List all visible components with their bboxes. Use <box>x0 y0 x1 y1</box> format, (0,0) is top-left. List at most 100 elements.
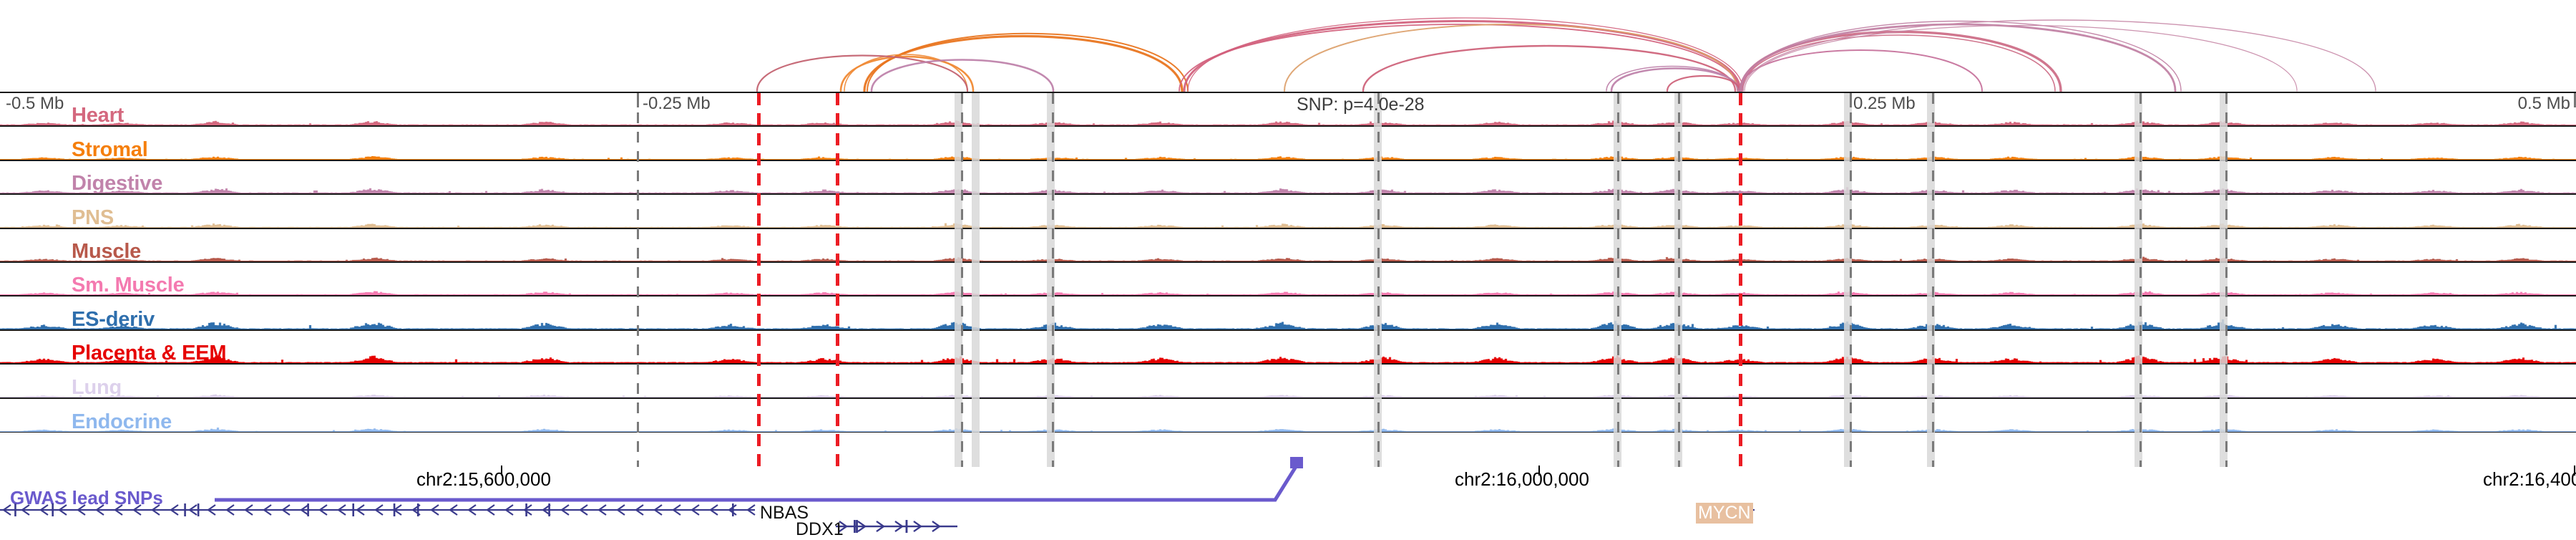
strand-arrow <box>374 504 384 516</box>
chromatin-loop-arc <box>839 55 975 92</box>
coordinate-axis: chr2:15,600,000 chr2:16,000,000 chr2:16,40… <box>0 466 2576 500</box>
track-label: Endocrine <box>72 410 172 433</box>
strand-arrow <box>95 504 104 516</box>
signal-track-stromal[interactable]: Stromal <box>0 127 2576 161</box>
track-label: Stromal <box>72 138 148 161</box>
strand-arrow <box>597 504 607 516</box>
axis-tick-mark <box>637 93 639 107</box>
signal-track-digestive[interactable]: Digestive <box>0 160 2576 196</box>
axis-tick-mark <box>2574 93 2576 107</box>
chromatin-loop-arc <box>1740 30 2062 92</box>
track-label: Heart <box>72 104 125 127</box>
chromatin-loop-arc <box>1739 23 2177 92</box>
signal-histogram <box>0 296 2576 329</box>
chromatin-loop-arc <box>1179 24 1740 92</box>
chromatin-loop-arc <box>1183 20 1742 92</box>
chromatin-loop-arc <box>844 54 968 92</box>
gene-label-nbas[interactable]: NBAS <box>760 503 809 523</box>
track-label: Digestive <box>72 172 163 196</box>
track-label: Lung <box>72 375 122 399</box>
signal-track-heart[interactable]: Heart -0.5 Mb -0.25 Mb 0.25 Mb 0.5 Mb SNP: p=… <box>0 93 2576 127</box>
strand-arrow <box>2 504 11 516</box>
exon-marker <box>416 503 419 516</box>
strand-arrow <box>857 521 867 532</box>
strand-arrow <box>672 504 681 516</box>
exon-marker <box>184 503 186 516</box>
snp-pvalue-annotation: SNP: p=4.0e-28 <box>1297 95 1425 115</box>
chromatin-loop-arc <box>1606 65 1738 92</box>
strand-arrow <box>170 504 179 516</box>
signal-tracks-panel: Heart -0.5 Mb -0.25 Mb 0.25 Mb 0.5 Mb SNP: p=… <box>0 92 2576 467</box>
exon-marker <box>905 520 908 533</box>
signal-track-sm-muscle[interactable]: Sm. Muscle <box>0 262 2576 297</box>
strand-arrow <box>913 521 922 532</box>
gene-label-ddx1[interactable]: DDX1 <box>796 519 844 539</box>
chromatin-loop-arc <box>1362 44 1737 92</box>
chromatin-loop-arc <box>1666 75 1741 92</box>
strand-arrow <box>616 504 625 516</box>
strand-arrow <box>486 504 495 516</box>
signal-track-placenta-eem[interactable]: Placenta & EEM <box>0 330 2576 365</box>
signal-histogram <box>0 398 2576 432</box>
exon-marker <box>856 520 858 533</box>
strand-arrow <box>77 504 86 516</box>
strand-arrow <box>21 504 30 516</box>
gwas-lead-snp-marker[interactable] <box>1290 457 1303 468</box>
strand-arrow <box>244 504 253 516</box>
signal-histogram <box>0 93 2576 126</box>
track-label: ES-deriv <box>72 307 155 331</box>
exon-marker <box>197 503 200 516</box>
strand-arrow <box>894 521 904 532</box>
chromatin-loop-arcs-panel <box>0 0 2576 92</box>
chromatin-loop-arc <box>870 59 1055 92</box>
signal-track-lung[interactable]: Lung <box>0 365 2576 399</box>
strand-arrow <box>932 521 941 532</box>
exon-marker <box>548 503 550 516</box>
exon-marker <box>352 503 355 516</box>
strand-arrow <box>300 504 309 516</box>
exon-marker <box>393 503 396 516</box>
strand-arrow <box>151 504 160 516</box>
signal-histogram <box>0 365 2576 397</box>
strand-arrow <box>691 504 700 516</box>
signal-track-pns[interactable]: PNS <box>0 195 2576 229</box>
exon-marker <box>14 503 16 516</box>
signal-histogram <box>0 127 2576 160</box>
strand-arrow <box>188 504 197 516</box>
gene-models-panel: NBAS DDX1 MYCN <box>0 501 2576 539</box>
signal-histogram <box>0 330 2576 364</box>
chromatin-loop-arc <box>867 32 1189 92</box>
track-label: Muscle <box>72 239 142 263</box>
strand-arrow <box>430 504 439 516</box>
coordinate-label: chr2:16,400,000 <box>2483 468 2576 490</box>
arc-svg <box>756 17 2376 92</box>
strand-arrow <box>39 504 49 516</box>
signal-track-endocrine[interactable]: Endocrine <box>0 398 2576 433</box>
exon-marker <box>525 503 527 516</box>
strand-arrow <box>356 504 365 516</box>
axis-tick-label: -0.25 Mb <box>643 94 711 113</box>
track-label: Placenta & EEM <box>72 342 227 365</box>
coordinate-label: chr2:16,000,000 <box>1455 468 1589 490</box>
strand-arrow <box>560 504 570 516</box>
gene-label-mycn[interactable]: MYCN <box>1696 503 1753 524</box>
coordinate-label: chr2:15,600,000 <box>416 468 551 490</box>
signal-track-es-deriv[interactable]: ES-deriv <box>0 296 2576 331</box>
strand-arrow <box>728 504 737 516</box>
axis-tick-mark <box>1850 93 1852 107</box>
chromatin-loop-arc <box>1284 24 1738 92</box>
coordinate-tick <box>501 466 502 476</box>
axis-tick-label: -0.5 Mb <box>6 94 64 113</box>
exon-marker <box>52 503 54 516</box>
strand-arrow <box>225 504 235 516</box>
strand-arrow <box>467 504 477 516</box>
exon-marker <box>854 520 856 533</box>
strand-arrow <box>579 504 588 516</box>
signal-histogram <box>0 195 2576 228</box>
strand-arrow <box>709 504 718 516</box>
gwas-lead-snps-track[interactable]: GWAS lead SNPs <box>0 457 2576 513</box>
gwas-leader-line <box>215 464 1299 502</box>
strand-arrow <box>542 504 551 516</box>
strand-arrow <box>746 504 756 516</box>
signal-track-muscle[interactable]: Muscle <box>0 228 2576 263</box>
